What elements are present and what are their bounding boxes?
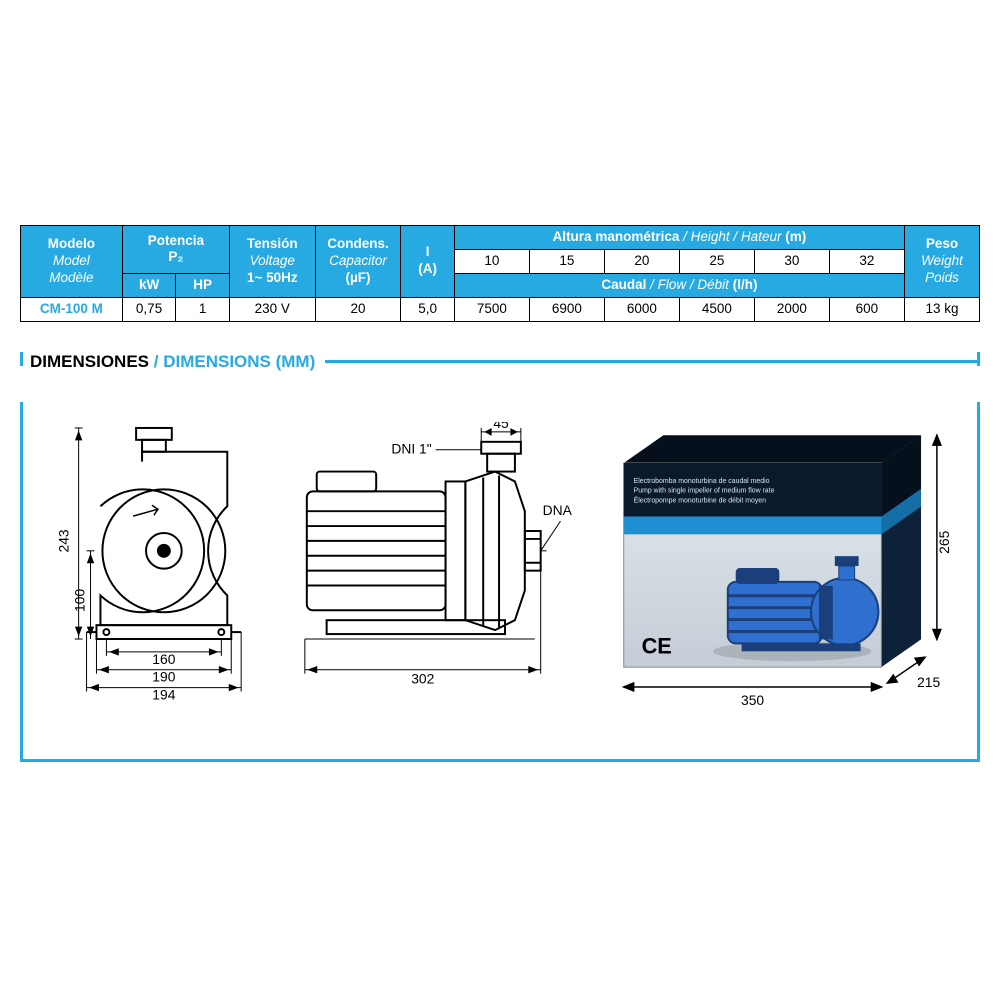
head-val: 30 <box>754 249 829 273</box>
col-hp: HP <box>176 273 230 297</box>
spec-table: Modelo Model Modèle Potencia P₂ Tensión … <box>20 225 980 322</box>
val-hp: 1 <box>176 297 230 321</box>
col-flow: Caudal / Flow / Débit (l/h) <box>454 273 904 297</box>
val-flow: 2000 <box>754 297 829 321</box>
svg-text:DNI 1": DNI 1" <box>391 440 431 456</box>
svg-text:Pump with single impeller of m: Pump with single impeller of medium flow… <box>634 487 775 494</box>
svg-text:Électropompe monoturbine de dé: Électropompe monoturbine de débit moyen <box>634 495 767 504</box>
ce-mark: CE <box>642 633 672 658</box>
col-model: Modelo Model Modèle <box>21 226 123 298</box>
col-head: Altura manométrica / Height / Hateur (m) <box>454 226 904 250</box>
svg-text:194: 194 <box>152 686 175 702</box>
col-kw: kW <box>122 273 176 297</box>
val-flow: 6000 <box>604 297 679 321</box>
dimensions-title: DIMENSIONES / DIMENSIONS (MM) <box>20 352 315 372</box>
val-kw: 0,75 <box>122 297 176 321</box>
svg-text:215: 215 <box>917 673 940 689</box>
val-flow: 7500 <box>454 297 529 321</box>
svg-text:100: 100 <box>72 588 88 611</box>
val-model: CM-100 M <box>21 297 123 321</box>
head-val: 32 <box>829 249 904 273</box>
svg-text:302: 302 <box>411 670 434 686</box>
val-current: 5,0 <box>401 297 455 321</box>
col-weight: Peso Weight Poids <box>904 226 979 298</box>
svg-text:265: 265 <box>936 530 952 553</box>
col-capacitor: Condens. Capacitor (µF) <box>315 226 401 298</box>
side-view-diagram: 45 DNI 1" DNA 1" <box>287 422 574 722</box>
val-capacitor: 20 <box>315 297 401 321</box>
front-view-diagram: 243 100 <box>39 422 267 722</box>
head-val: 20 <box>604 249 679 273</box>
val-weight: 13 kg <box>904 297 979 321</box>
svg-text:160: 160 <box>152 650 175 666</box>
val-flow: 4500 <box>679 297 754 321</box>
val-flow: 600 <box>829 297 904 321</box>
svg-text:243: 243 <box>56 529 72 552</box>
dimensions-box: 243 100 <box>20 402 980 762</box>
head-val: 25 <box>679 249 754 273</box>
package-box-diagram: Electrobomba monoturbina de caudal medio… <box>594 422 961 722</box>
head-val: 15 <box>529 249 604 273</box>
svg-text:Electrobomba monoturbina de ca: Electrobomba monoturbina de caudal medio <box>634 477 770 484</box>
val-voltage: 230 V <box>229 297 315 321</box>
svg-text:DNA 1": DNA 1" <box>543 502 575 518</box>
col-voltage: Tensión Voltage 1~ 50Hz <box>229 226 315 298</box>
col-power: Potencia P₂ <box>122 226 229 274</box>
table-row: CM-100 M 0,75 1 230 V 20 5,0 7500 6900 6… <box>21 297 980 321</box>
head-val: 10 <box>454 249 529 273</box>
col-current: I (A) <box>401 226 455 298</box>
val-flow: 6900 <box>529 297 604 321</box>
svg-text:350: 350 <box>741 691 764 707</box>
svg-text:45: 45 <box>493 422 509 431</box>
svg-text:190: 190 <box>152 668 175 684</box>
